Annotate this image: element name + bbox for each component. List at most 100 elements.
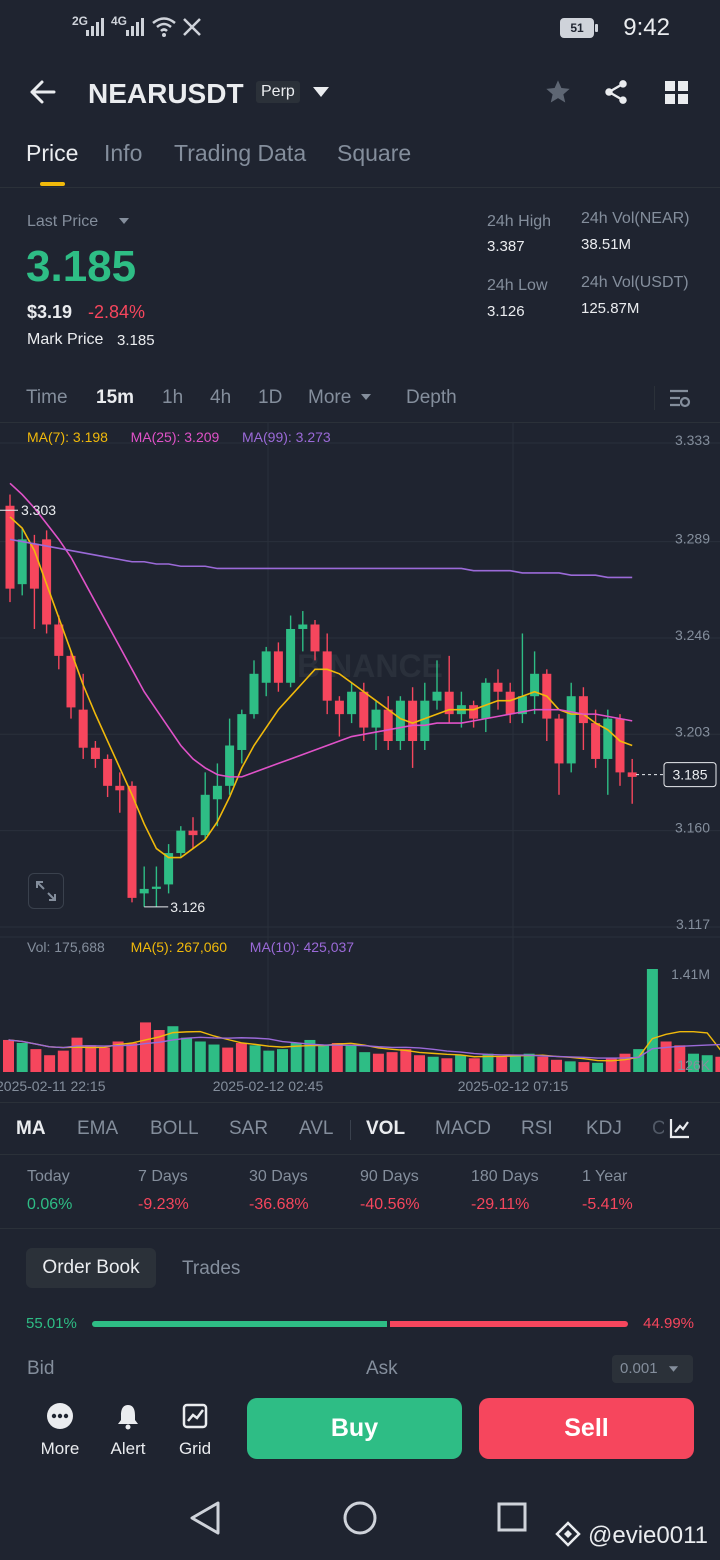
interval-1d[interactable]: 1D <box>258 387 283 408</box>
current-price-label: 3.185 <box>672 767 707 783</box>
grid-icon[interactable] <box>664 80 690 106</box>
indicator-more[interactable]: C <box>652 1118 666 1139</box>
tab-price[interactable]: Price <box>26 140 79 166</box>
battery-tip <box>595 24 598 32</box>
tab-order-book[interactable]: Order Book <box>26 1248 156 1288</box>
chart-settings-icon[interactable] <box>668 386 692 410</box>
candle-body <box>444 691 454 715</box>
indicator-settings-icon[interactable] <box>669 1117 691 1139</box>
signal-icon <box>86 16 104 36</box>
candle-body <box>347 691 357 715</box>
indicator-sar[interactable]: SAR <box>229 1118 269 1139</box>
volume-bar <box>263 1050 275 1072</box>
share-icon[interactable] <box>602 78 630 106</box>
candle-body <box>298 624 308 629</box>
ask-column-header: Ask <box>366 1358 398 1379</box>
nav-recents-icon[interactable] <box>496 1501 528 1533</box>
more-dots-icon <box>47 1403 73 1429</box>
vol-base-value: 38.51M <box>581 236 632 253</box>
candlestick-chart[interactable]: BINANCE 3.333 3.289 3.246 3.203 3.160 3.117 3… <box>0 422 720 1102</box>
candle-body <box>261 651 271 683</box>
alert-button[interactable]: Alert <box>93 1390 163 1459</box>
candles <box>5 494 637 907</box>
contract-type-badge: Perp <box>256 81 300 103</box>
symbol-title[interactable]: NEARUSDT <box>88 78 244 109</box>
price-axis: 3.333 3.289 3.246 3.203 3.160 3.117 <box>675 432 710 932</box>
bid-ask-ratio-bar <box>92 1321 628 1327</box>
back-arrow-icon[interactable] <box>28 78 58 106</box>
nav-home-icon[interactable] <box>342 1500 378 1536</box>
user-handle: @evie0011 <box>588 1522 708 1549</box>
interval-more[interactable]: More <box>308 387 352 408</box>
volume-bars: Vol: 175,688 MA(5): 267,060 MA(10): 425,03… <box>3 939 720 1073</box>
volume-bar <box>359 1052 371 1072</box>
buy-button[interactable]: Buy <box>247 1398 462 1459</box>
sell-button[interactable]: Sell <box>479 1398 694 1459</box>
tab-square[interactable]: Square <box>337 140 412 166</box>
dropdown-caret-icon[interactable] <box>312 86 330 98</box>
tab-trading-data[interactable]: Trading Data <box>174 140 307 166</box>
interval-1h[interactable]: 1h <box>162 387 184 408</box>
indicator-ma[interactable]: MA <box>16 1118 46 1139</box>
precision-select[interactable]: 0.001 <box>612 1355 693 1383</box>
performance-value: -9.23% <box>138 1196 189 1213</box>
tab-active-indicator <box>40 182 65 186</box>
candle-body <box>103 758 113 786</box>
candle-body <box>127 785 137 898</box>
indicator-boll[interactable]: BOLL <box>150 1118 199 1139</box>
indicator-rsi[interactable]: RSI <box>521 1118 553 1139</box>
ma-legend-item: MA(7): 3.198 <box>27 429 108 445</box>
low-24h-value: 3.126 <box>487 303 525 320</box>
price-tick-label: 3.289 <box>675 531 710 547</box>
divider <box>350 1120 351 1140</box>
interval-depth[interactable]: Depth <box>406 387 457 408</box>
high-24h-value: 3.387 <box>487 238 525 255</box>
alert-label: Alert <box>110 1439 146 1458</box>
candle-body <box>591 723 601 759</box>
dropdown-caret-icon[interactable] <box>118 217 130 225</box>
indicator-ema[interactable]: EMA <box>77 1118 119 1139</box>
vol-quote-label: 24h Vol(USDT) <box>581 274 689 291</box>
volume-bar <box>16 1043 28 1072</box>
performance-value: -36.68% <box>249 1196 309 1213</box>
volume-ma5-line <box>8 1030 720 1062</box>
interval-4h[interactable]: 4h <box>210 387 232 408</box>
ma25-line <box>9 482 633 778</box>
binance-logo-icon <box>555 1521 582 1547</box>
indicator-kdj[interactable]: KDJ <box>586 1118 622 1139</box>
indicator-vol[interactable]: VOL <box>366 1118 406 1139</box>
interval-time[interactable]: Time <box>26 387 68 408</box>
tab-info[interactable]: Info <box>104 140 143 166</box>
performance-label: 1 Year <box>582 1168 628 1185</box>
star-icon[interactable] <box>543 78 573 106</box>
candle-body <box>29 543 39 589</box>
candle-body <box>395 700 405 742</box>
volume-bar <box>181 1037 193 1072</box>
volume-bar <box>194 1041 206 1072</box>
nav-back-icon[interactable] <box>188 1500 222 1536</box>
volume-tick-label: 1.41M <box>671 966 710 982</box>
performance-value: -40.56% <box>360 1196 420 1213</box>
candle-body <box>481 682 491 719</box>
candle-body <box>505 691 515 715</box>
interval-15m[interactable]: 15m <box>96 387 135 408</box>
indicator-macd[interactable]: MACD <box>435 1118 491 1139</box>
candle-body <box>566 696 576 764</box>
clock: 9:42 <box>623 14 670 41</box>
candle-body <box>200 794 210 836</box>
last-price-label[interactable]: Last Price <box>27 213 99 230</box>
candle-body <box>383 709 393 742</box>
more-button[interactable]: More <box>25 1390 95 1459</box>
indicator-avl[interactable]: AVL <box>299 1118 334 1139</box>
header: NEARUSDT Perp <box>0 60 720 130</box>
candle-body <box>115 785 125 791</box>
grid-bot-button[interactable]: Grid <box>160 1390 230 1459</box>
performance-label: 90 Days <box>360 1168 419 1185</box>
fullscreen-button[interactable] <box>28 873 64 909</box>
volume-bar <box>277 1049 288 1072</box>
dropdown-caret-icon[interactable] <box>360 393 372 401</box>
tab-trades[interactable]: Trades <box>182 1258 241 1279</box>
candle-body <box>237 714 247 750</box>
performance-label: Today <box>27 1168 70 1185</box>
performance-label: 30 Days <box>249 1168 308 1185</box>
